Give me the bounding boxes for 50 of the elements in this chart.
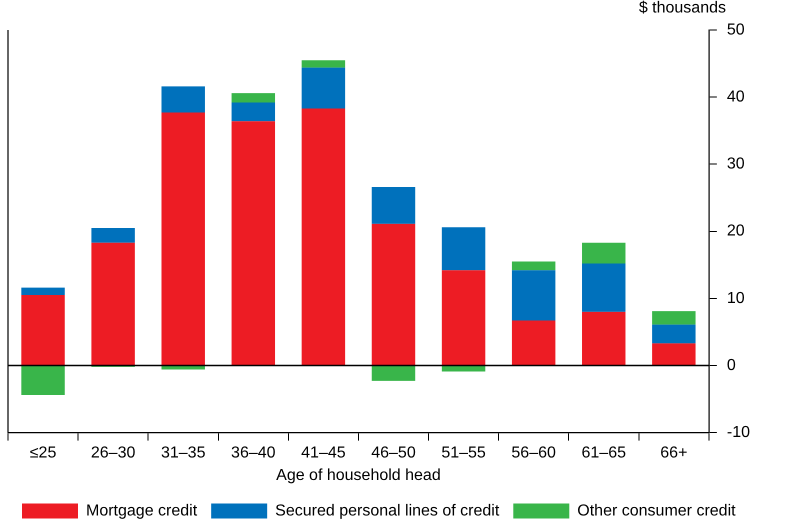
bar — [232, 102, 276, 122]
bar — [512, 270, 556, 321]
x-tick-label: 51–55 — [441, 444, 486, 462]
bar — [91, 228, 135, 243]
y-tick-label: 40 — [726, 88, 745, 106]
bar — [582, 312, 626, 365]
y-tick-label: 20 — [726, 222, 745, 240]
x-tick-label: 61–65 — [581, 444, 626, 462]
x-tick-label: 46–50 — [371, 444, 416, 462]
bar — [372, 224, 416, 365]
bar — [372, 366, 416, 381]
y-tick-label: 10 — [726, 290, 745, 307]
bar — [302, 108, 346, 365]
x-tick-label: 66+ — [660, 444, 688, 462]
legend-label: Mortgage credit — [86, 502, 198, 520]
x-tick-label: 31–35 — [160, 444, 206, 462]
bar — [582, 242, 626, 264]
bar — [161, 86, 205, 113]
y-tick-label: 30 — [726, 156, 745, 173]
bar — [232, 121, 276, 365]
legend-label: Secured personal lines of credit — [275, 502, 500, 520]
bar — [21, 295, 65, 365]
bar — [442, 227, 486, 270]
bar — [302, 68, 346, 109]
bar — [21, 366, 65, 396]
bar — [91, 242, 135, 365]
bar — [161, 112, 205, 365]
bar — [372, 187, 416, 224]
bar — [512, 320, 556, 365]
bar — [302, 60, 346, 68]
bar — [582, 264, 626, 312]
y-tick-label: 0 — [726, 356, 736, 374]
bar — [652, 324, 696, 344]
x-axis-title: Age of household head — [276, 466, 441, 484]
bar — [442, 270, 486, 365]
bar — [442, 366, 486, 372]
bar — [21, 288, 65, 296]
bar — [652, 311, 696, 325]
bar — [512, 261, 556, 270]
x-tick-label: 36–40 — [231, 444, 276, 462]
x-tick-label: 26–30 — [90, 444, 136, 462]
y-tick-label: 50 — [726, 21, 745, 38]
x-tick-label: ≤25 — [30, 444, 56, 462]
y-axis-title: $ thousands — [638, 0, 726, 16]
x-tick-label: 56–60 — [511, 444, 556, 462]
legend-label: Other consumer credit — [577, 502, 736, 520]
y-tick-label: -10 — [726, 424, 750, 442]
bar — [652, 343, 696, 365]
x-tick-label: 41–45 — [301, 444, 346, 462]
bar — [232, 93, 276, 102]
